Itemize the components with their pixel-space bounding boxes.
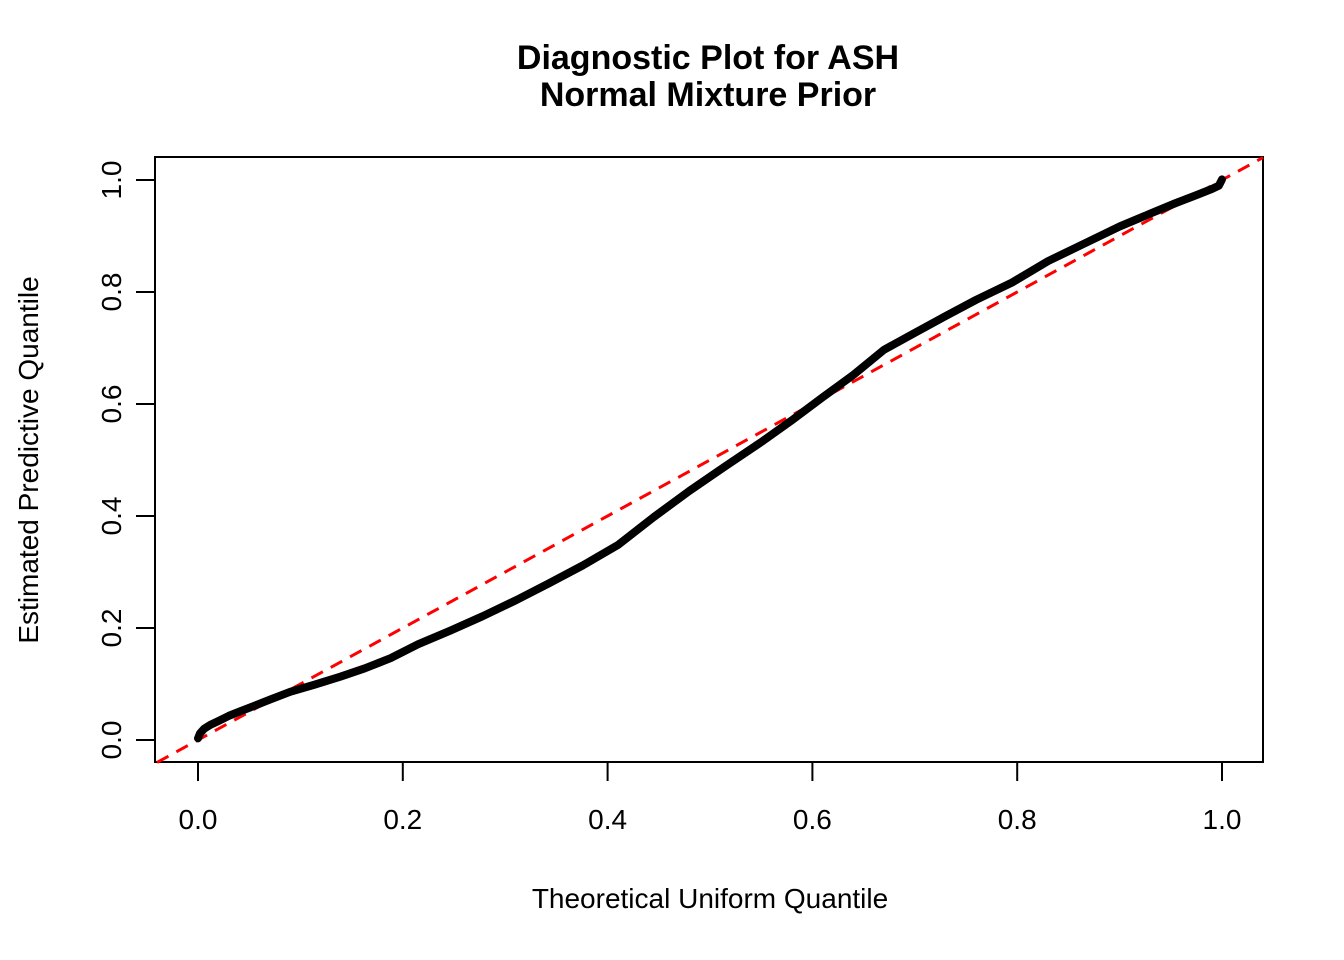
x-tick-label: 0.6	[793, 804, 832, 835]
x-tick-label: 0.4	[588, 804, 627, 835]
x-tick-label: 0.8	[998, 804, 1037, 835]
plot-border-box	[154, 156, 1264, 763]
y-axis-label: Estimated Predictive Quantile	[13, 276, 44, 643]
y-tick-label: 0.4	[96, 497, 127, 536]
x-tick-label: 0.2	[383, 804, 422, 835]
x-axis-ticks: 0.0 0.2 0.4 0.6 0.8 1.0	[179, 762, 1242, 835]
y-tick-label: 1.0	[96, 161, 127, 200]
identity-reference-line	[156, 156, 1264, 764]
quantile-curve	[194, 175, 1226, 743]
y-tick-label: 0.8	[96, 273, 127, 312]
x-tick-label: 1.0	[1203, 804, 1242, 835]
plot-title-line-2: Normal Mixture Prior	[540, 76, 876, 114]
x-axis-label: Theoretical Uniform Quantile	[532, 883, 888, 914]
plot-title-line-1: Diagnostic Plot for ASH	[517, 39, 899, 77]
y-tick-label: 0.2	[96, 609, 127, 648]
y-axis-ticks: 0.0 0.2 0.4 0.6 0.8 1.0	[96, 161, 155, 760]
y-tick-label: 0.6	[96, 385, 127, 424]
x-tick-label: 0.0	[179, 804, 218, 835]
y-tick-label: 0.0	[96, 721, 127, 760]
